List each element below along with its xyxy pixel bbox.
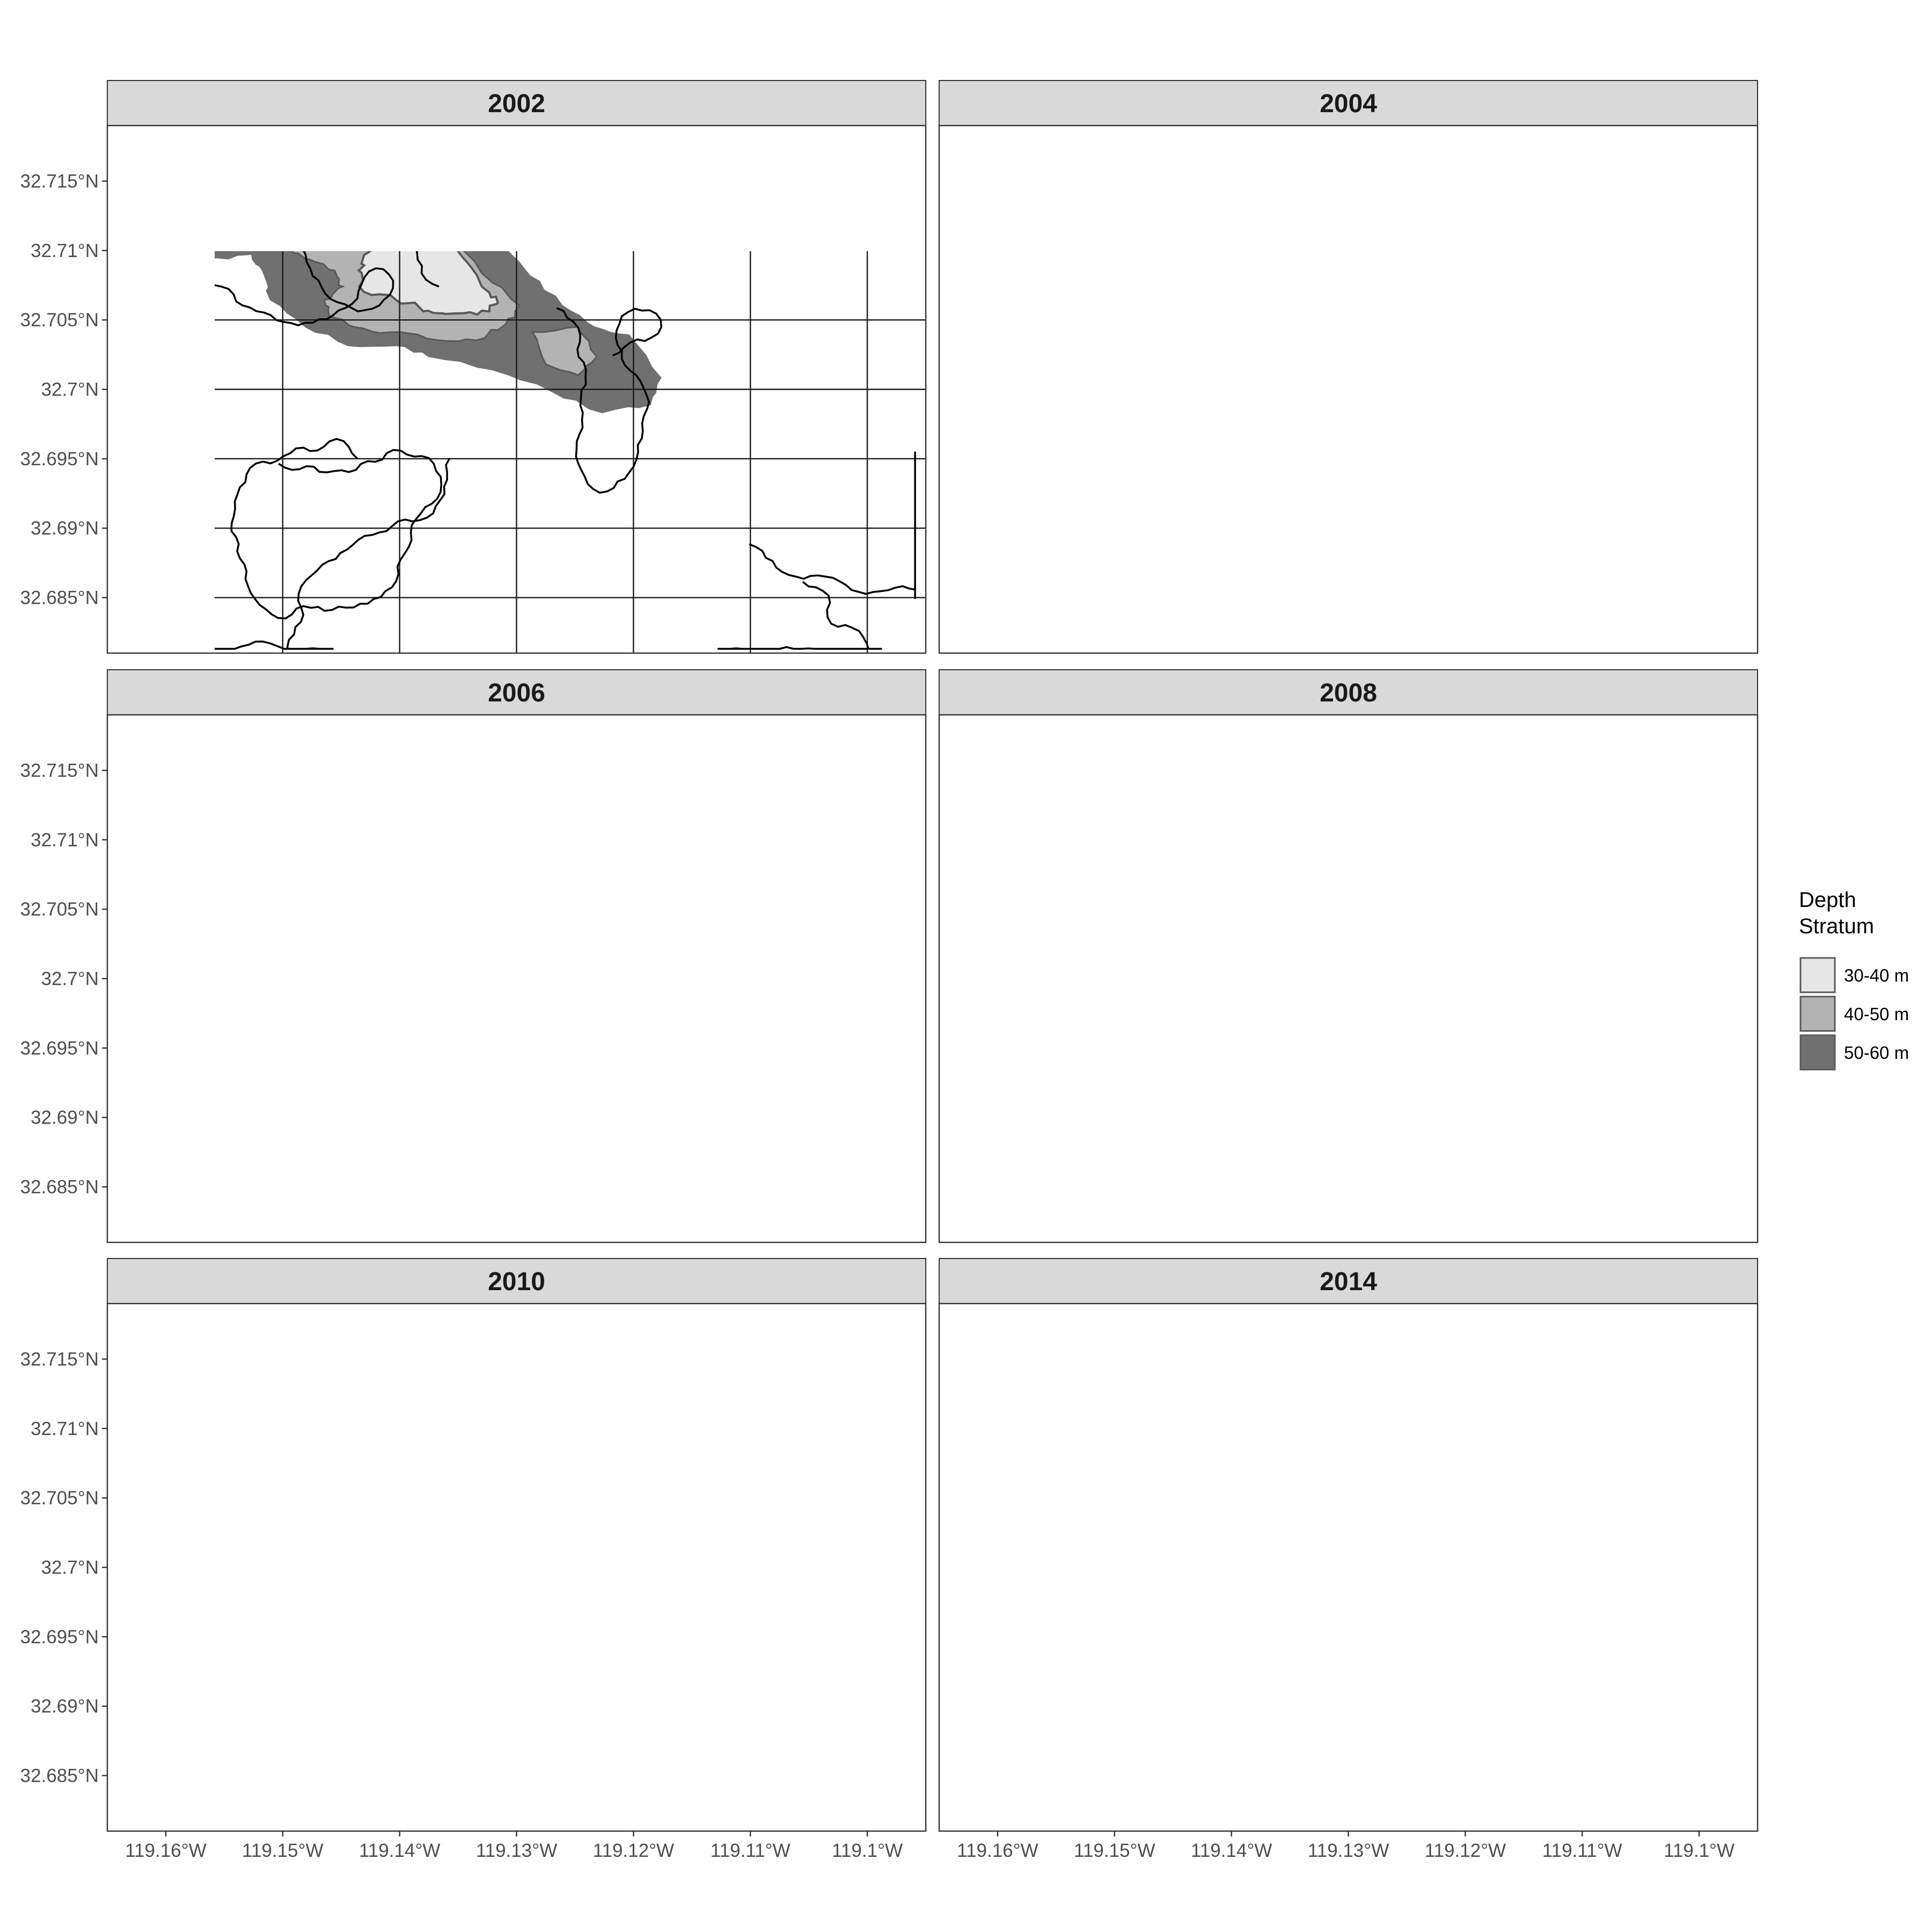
survey-track (215, 251, 394, 326)
panel-title: 2006 (488, 679, 545, 707)
panel-title: 2014 (1320, 1268, 1377, 1296)
legend-key-40-50 (1799, 996, 1836, 1032)
panel-border (938, 125, 1759, 654)
x-tick-label: 119.14°W (359, 1840, 440, 1861)
x-tick-label: 119.12°W (1425, 1840, 1506, 1861)
survey-track (215, 458, 451, 650)
x-tick-label: 119.15°W (242, 1840, 323, 1861)
y-tick-label: 32.7°N (41, 969, 99, 990)
y-tick-label: 32.695°N (20, 449, 99, 470)
x-tick-label: 119.13°W (476, 1840, 557, 1861)
plot-area (939, 1304, 1758, 1831)
legend-label-50-60: 50-60 m (1844, 1043, 1909, 1063)
y-tick-label: 32.685°N (20, 1177, 99, 1198)
x-tick-label: 119.16°W (125, 1840, 206, 1861)
panel-2010: 2010 32.715°N 32.71°N 32.705°N 32.7°N 32.695°… (20, 1258, 927, 1861)
panel-2008: 2008 (938, 669, 1759, 1243)
y-tick-label: 32.715°N (20, 760, 99, 781)
panel-strip (939, 80, 1758, 126)
x-tick-label: 119.16°W (957, 1840, 1038, 1861)
y-tick-label: 32.705°N (20, 1488, 99, 1509)
plot-area (107, 715, 926, 1242)
survey-track (749, 451, 916, 599)
y-tick-label: 32.71°N (31, 240, 99, 261)
plot-area (939, 126, 1758, 653)
legend-title-line1: Depth (1799, 888, 1856, 912)
x-tick-label: 119.14°W (1191, 1840, 1272, 1861)
survey-track (556, 307, 663, 494)
x-tick-label: 119.15°W (1074, 1840, 1155, 1861)
y-tick-label: 32.7°N (41, 1557, 99, 1578)
y-tick-label: 32.695°N (20, 1038, 99, 1059)
panel-strip (939, 1258, 1758, 1304)
plot-area (939, 715, 1758, 1242)
x-tick-label: 119.1°W (1664, 1840, 1735, 1861)
panels-group: 2002 32.715°N 32.71°N 32.705°N 32.7°N 32.695°… (20, 80, 1759, 1861)
panel-title: 2002 (488, 90, 545, 118)
y-tick-label: 32.685°N (20, 1766, 99, 1787)
x-tick-label: 119.11°W (711, 1840, 791, 1861)
y-tick-label: 32.69°N (31, 1696, 99, 1717)
survey-track (717, 581, 882, 650)
legend: Depth Stratum 30-40 m 40-50 m 50-60 m (1799, 888, 1909, 1071)
panel-strip (939, 669, 1758, 715)
panel-2004: 2004 (938, 80, 1759, 654)
legend-key-30-40 (1799, 957, 1836, 993)
legend-key-50-60 (1799, 1034, 1836, 1071)
y-tick-label: 32.69°N (31, 518, 99, 539)
y-tick-label: 32.705°N (20, 899, 99, 920)
legend-label-40-50: 40-50 m (1844, 1004, 1909, 1024)
x-tick-label: 119.11°W (1542, 1840, 1622, 1861)
survey-track (230, 438, 443, 620)
y-tick-label: 32.71°N (31, 1418, 99, 1439)
x-tick-label: 119.1°W (832, 1840, 903, 1861)
panel-border (938, 714, 1759, 1243)
y-tick-label: 32.705°N (20, 310, 99, 331)
panel-strip (107, 1258, 926, 1304)
y-tick-label: 32.685°N (20, 588, 99, 609)
y-tick-label: 32.7°N (41, 379, 99, 400)
panel-strip (107, 80, 926, 126)
panel-2002: 2002 32.715°N 32.71°N 32.705°N 32.7°N 32.695°… (20, 80, 927, 654)
y-tick-label: 32.715°N (20, 1349, 99, 1370)
stratum-30-40 (357, 251, 499, 316)
panel-title: 2010 (488, 1268, 545, 1296)
y-tick-label: 32.69°N (31, 1107, 99, 1128)
panel-2014: 2014 119.16°W 119.15°W 119.14°W 119.13°W 119.… (938, 1258, 1759, 1861)
legend-label-30-40: 30-40 m (1844, 965, 1909, 985)
panel-strip (107, 669, 926, 715)
panel-title: 2004 (1320, 90, 1377, 118)
plot-area (107, 1304, 926, 1831)
y-tick-label: 32.695°N (20, 1627, 99, 1648)
y-tick-label: 32.715°N (20, 171, 99, 192)
plot-content (215, 251, 926, 653)
x-tick-label: 119.12°W (593, 1840, 674, 1861)
y-tick-label: 32.71°N (31, 830, 99, 851)
panel-2006: 2006 32.715°N 32.71°N 32.705°N 32.7°N 32.695°… (20, 669, 927, 1243)
panel-title: 2008 (1320, 679, 1377, 707)
x-tick-label: 119.13°W (1308, 1840, 1389, 1861)
legend-title-line2: Stratum (1799, 914, 1874, 938)
